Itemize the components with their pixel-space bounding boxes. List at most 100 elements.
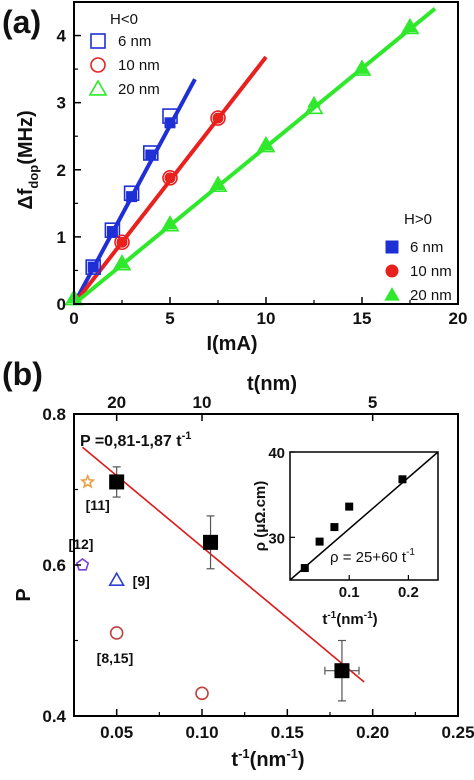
a-point-H>0-20nm-7 bbox=[403, 20, 417, 33]
a-point-H>0-20nm-5 bbox=[307, 95, 321, 108]
legend-neg-marker-0 bbox=[90, 33, 106, 49]
panel-a-x-ticks: 0 5 10 15 20 bbox=[69, 297, 467, 328]
a-point-H>0-6nm-4 bbox=[164, 117, 176, 129]
a-point-H>0-10nm-2 bbox=[212, 112, 224, 124]
b-reference-point-3 bbox=[109, 626, 124, 640]
panel-a-y-label-main: Δf bbox=[15, 188, 37, 209]
inset-eq-main: ρ = 25+60 t bbox=[330, 549, 407, 566]
b-toptick-label-1: 10 bbox=[193, 393, 212, 412]
inset-ytick-label-0: 30 bbox=[268, 530, 285, 547]
b-fit-line bbox=[82, 446, 365, 683]
inset-point-4 bbox=[398, 475, 407, 484]
inset-x-axis-label: t-1(nm-1) bbox=[322, 610, 377, 628]
a-point-H<0-20nm-3 bbox=[208, 175, 228, 192]
panel-b-fit-equation: P =0,81-1,87 t-1 bbox=[80, 430, 191, 450]
a-xtick-label-0: 0 bbox=[69, 309, 78, 328]
panel-a-fit-lines bbox=[72, 7, 437, 306]
a-point-H<0-20nm-4 bbox=[256, 135, 276, 153]
legend-pos-marker-1 bbox=[385, 264, 399, 278]
panel-b-x-ticks: 0.05 0.10 0.15 0.20 0.25 bbox=[100, 709, 474, 742]
panel-a-label: (a) bbox=[2, 4, 41, 40]
inset-point-3 bbox=[345, 502, 354, 511]
inset-point-0 bbox=[300, 564, 309, 573]
inset-frame bbox=[289, 451, 439, 581]
legend-pos-label-1: 10 nm bbox=[410, 263, 452, 280]
a-point-H>0-20nm-3 bbox=[211, 178, 225, 190]
a-ytick-label-0: 0 bbox=[57, 295, 66, 314]
a-point-H>0-20nm-4 bbox=[259, 138, 273, 151]
panel-a-legend: H<0 H>0 6 nm 10 nm 20 nm 6 nm 10 nm 20 nm bbox=[88, 11, 452, 304]
a-point-H<0-20nm-1 bbox=[112, 254, 132, 271]
legend-pos-title: H>0 bbox=[404, 211, 432, 228]
a-fit-line-2 bbox=[72, 7, 437, 306]
inset-ytick-label-1: 40 bbox=[268, 445, 285, 462]
panel-a-y-label-unit: (MHz) bbox=[15, 110, 37, 164]
legend-neg-title: H<0 bbox=[110, 11, 138, 28]
panel-b-x-axis-label: t-1(nm-1) bbox=[231, 746, 304, 771]
a-point-H>0-20nm-6 bbox=[355, 62, 369, 74]
a-point-H>0-6nm-0 bbox=[87, 261, 99, 273]
panel-b-main-plot: [11] [12] [9] [8,15] bbox=[69, 446, 365, 702]
panel-b: (b) t(nm) [11][12][9][8,15] 0.05 0.10 0.15… bbox=[2, 356, 474, 771]
b-reference-label-1: [12] bbox=[69, 536, 94, 552]
inset-xlabel-sup: -1 bbox=[327, 610, 336, 621]
a-ytick-label-2: 2 bbox=[57, 161, 66, 180]
inset-point-1 bbox=[315, 537, 324, 546]
b-xlabel-close: ) bbox=[298, 749, 305, 771]
a-point-H<0-10nm-2 bbox=[210, 110, 226, 126]
a-xtick-label-1: 5 bbox=[165, 309, 174, 328]
b-xtick-label-2: 0.15 bbox=[271, 723, 304, 742]
a-xtick-label-3: 15 bbox=[353, 309, 372, 328]
b-xtick-label-1: 0.10 bbox=[185, 723, 218, 742]
fit-equation-main: P =0,81-1,87 t bbox=[80, 433, 182, 450]
b-reference-point-4 bbox=[195, 686, 209, 701]
b-measured-point-2 bbox=[334, 663, 350, 679]
b-toptick-label-2: 5 bbox=[368, 393, 377, 412]
legend-neg-marker-2 bbox=[88, 79, 108, 96]
a-point-H<0-6nm-0 bbox=[85, 259, 101, 275]
inset-xtick-label-0: 0.1 bbox=[339, 584, 360, 601]
panel-a-y-ticks: 0 1 2 3 4 bbox=[57, 27, 81, 314]
b-xlabel-unit-sup: -1 bbox=[286, 746, 298, 761]
legend-pos-marker-0 bbox=[385, 240, 399, 254]
legend-neg-marker-1 bbox=[90, 57, 106, 73]
a-point-H>0-20nm-2 bbox=[163, 218, 177, 230]
panel-a: (a) 0 5 10 15 20 0 1 2 3 4 I(mA) Δfdop(MHz) H<0 … bbox=[2, 1, 467, 355]
panel-b-label: (b) bbox=[2, 356, 43, 392]
fit-equation-sup: -1 bbox=[182, 430, 192, 442]
a-ytick-label-4: 4 bbox=[57, 27, 67, 46]
b-measured-point-1 bbox=[203, 534, 219, 550]
inset-point-2 bbox=[330, 523, 339, 532]
inset-plot bbox=[289, 451, 439, 581]
legend-pos-marker-2 bbox=[384, 287, 400, 301]
a-xtick-label-4: 20 bbox=[449, 309, 468, 328]
a-point-H>0-6nm-3 bbox=[145, 149, 157, 161]
inset-eq-sup: -1 bbox=[406, 547, 415, 558]
b-reference-label-3: [8,15] bbox=[97, 650, 134, 666]
panel-b-y-axis-label: P bbox=[13, 588, 35, 601]
panel-a-x-axis-label: I(mA) bbox=[206, 333, 257, 355]
b-xlabel-sup: -1 bbox=[238, 746, 250, 761]
inset-xlabel-unit-sup: -1 bbox=[364, 610, 373, 621]
a-point-H<0-6nm-1 bbox=[104, 222, 121, 238]
legend-pos-label-0: 6 nm bbox=[410, 239, 443, 256]
panel-a-data-points bbox=[64, 17, 420, 306]
a-ytick-label-1: 1 bbox=[57, 228, 66, 247]
inset-xlabel-main: t bbox=[322, 611, 327, 628]
b-reference-label-2: [9] bbox=[133, 573, 150, 589]
panel-a-y-label-sub: dop bbox=[26, 165, 41, 189]
panel-a-y-axis-label: Δfdop(MHz) bbox=[15, 110, 41, 209]
inset-xtick-label-1: 0.2 bbox=[398, 584, 419, 601]
b-reference-point-0 bbox=[79, 473, 96, 489]
a-point-H>0-6nm-2 bbox=[126, 191, 138, 203]
a-point-H<0-10nm-1 bbox=[162, 170, 178, 186]
inset-xlabel-close: ) bbox=[373, 611, 378, 628]
a-point-H>0-10nm-1 bbox=[164, 172, 176, 184]
b-toptick-label-0: 20 bbox=[107, 393, 126, 412]
b-ytick-label-1: 0.6 bbox=[42, 556, 66, 575]
a-point-H<0-20nm-6 bbox=[352, 59, 372, 76]
b-measured-point-0 bbox=[109, 474, 125, 490]
panel-b-top-axis-label: t(nm) bbox=[247, 373, 297, 395]
